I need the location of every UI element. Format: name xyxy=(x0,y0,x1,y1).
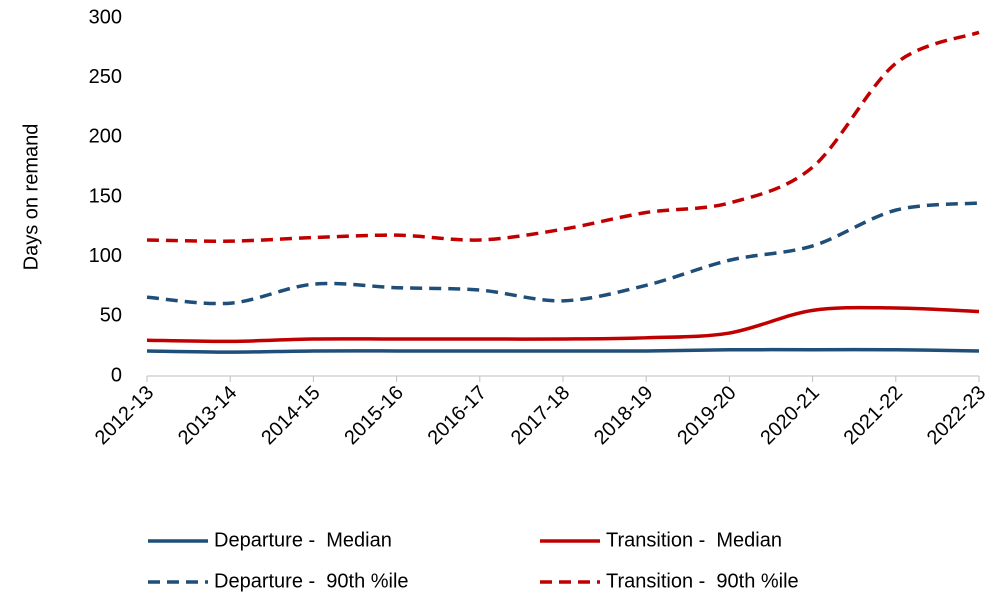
x-tick-label: 2018-19 xyxy=(590,382,657,449)
x-tick-label: 2012-13 xyxy=(91,382,158,449)
x-tick-label: 2015-16 xyxy=(340,382,407,449)
series-line xyxy=(146,30,980,243)
x-tick-label: 2021-22 xyxy=(840,382,907,449)
x-tick-label: 2019-20 xyxy=(673,382,740,449)
legend-label: Departure - 90th %ile xyxy=(214,570,409,592)
y-tick-label: 200 xyxy=(89,126,122,148)
y-tick-label: 300 xyxy=(89,6,122,28)
legend-label: Departure - Median xyxy=(214,529,392,551)
y-tick-label: 150 xyxy=(89,185,122,207)
y-axis-label: Days on remand xyxy=(20,124,42,271)
x-tick-label: 2016-17 xyxy=(424,382,491,449)
x-tick-label: 2020-21 xyxy=(756,382,823,449)
y-tick-label: 0 xyxy=(111,364,122,386)
legend-label: Transition - 90th %ile xyxy=(606,570,799,592)
x-tick-label: 2017-18 xyxy=(507,382,574,449)
x-tick-label: 2022-23 xyxy=(923,382,990,449)
y-tick-label: 50 xyxy=(100,305,122,327)
legend-label: Transition - Median xyxy=(606,529,782,551)
series-line xyxy=(146,201,980,306)
x-tick-label: 2014-15 xyxy=(257,382,324,449)
series-line xyxy=(146,347,980,354)
series-line xyxy=(146,305,980,344)
y-tick-label: 100 xyxy=(89,245,122,267)
x-tick-label: 2013-14 xyxy=(174,382,241,449)
y-tick-label: 250 xyxy=(89,66,122,88)
